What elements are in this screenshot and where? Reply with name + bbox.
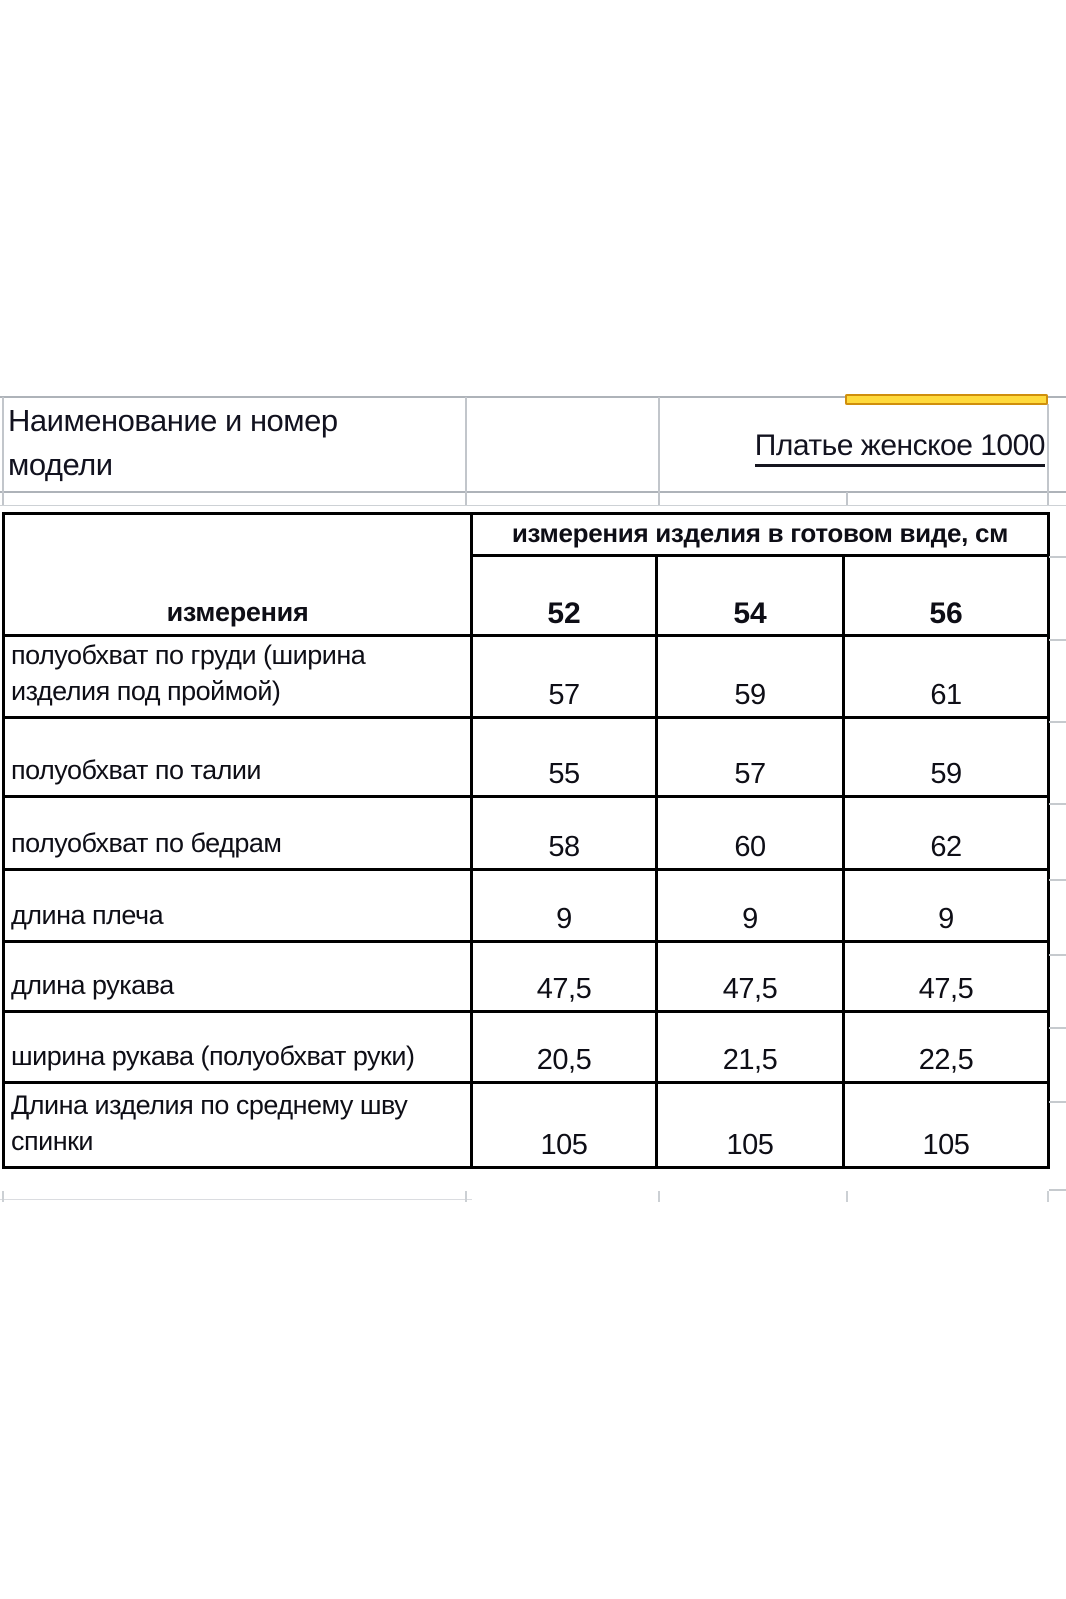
row-label: полуобхват по талии <box>2 716 473 798</box>
table-row: длина рукава 47,5 47,5 47,5 <box>2 940 1050 1013</box>
measure-column-header: измерения <box>2 512 473 637</box>
gridline <box>846 492 848 505</box>
gridline <box>465 397 467 505</box>
gridline <box>1049 954 1066 956</box>
cell-value: 60 <box>655 795 845 871</box>
gridline <box>465 1191 467 1202</box>
cell-value: 105 <box>842 1081 1050 1169</box>
cell-value: 9 <box>842 868 1050 943</box>
size-header: 54 <box>655 554 845 637</box>
cell-value: 22,5 <box>842 1010 1050 1084</box>
table-row: Длина изделия по среднему шву спинки 105… <box>2 1081 1050 1169</box>
group-header: измерения изделия в готовом виде, см <box>470 512 1050 557</box>
table-header-row: измерения измерения изделия в готовом ви… <box>2 512 1050 637</box>
gridline <box>1049 639 1066 641</box>
cell-value: 61 <box>842 634 1050 719</box>
row-label: полуобхват по бедрам <box>2 795 473 871</box>
size-header-row: 52 54 56 <box>4 554 1050 637</box>
gridline <box>0 491 1066 493</box>
row-label: ширина рукава (полуобхват руки) <box>2 1010 473 1084</box>
table-row: полуобхват по бедрам 58 60 62 <box>2 795 1050 871</box>
gridline <box>1049 1189 1066 1191</box>
table-row: полуобхват по груди (ширина изделия под … <box>2 634 1050 719</box>
cell-value: 57 <box>470 634 658 719</box>
row-label: длина плеча <box>2 868 473 943</box>
gridline <box>1049 1101 1066 1103</box>
gridline <box>1049 879 1066 881</box>
cell-value: 59 <box>842 716 1050 798</box>
row-label: длина рукава <box>2 940 473 1013</box>
cell-value: 47,5 <box>842 940 1050 1013</box>
cell-value: 57 <box>655 716 845 798</box>
cell-value: 59 <box>655 634 845 719</box>
table-row: длина плеча 9 9 9 <box>2 868 1050 943</box>
cell-value: 9 <box>655 868 845 943</box>
row-label: полуобхват по груди (ширина изделия под … <box>2 634 473 719</box>
table-row: ширина рукава (полуобхват руки) 20,5 21,… <box>2 1010 1050 1084</box>
gridline <box>658 397 660 505</box>
gridline <box>2 397 4 505</box>
gridline <box>846 1191 848 1202</box>
cell-value: 47,5 <box>655 940 845 1013</box>
cell-value: 20,5 <box>470 1010 658 1084</box>
cell-value: 105 <box>655 1081 845 1169</box>
gridline <box>1049 1027 1066 1029</box>
gridline <box>2 1191 4 1202</box>
gridline <box>1049 803 1066 805</box>
gridline <box>658 1191 660 1202</box>
highlighted-cell-border <box>845 394 1048 405</box>
gridline <box>0 396 1066 398</box>
cell-value: 21,5 <box>655 1010 845 1084</box>
size-header: 52 <box>470 554 658 637</box>
gridline <box>1049 556 1066 558</box>
gridline <box>0 505 1066 506</box>
cell-value: 47,5 <box>470 940 658 1013</box>
gridline <box>1047 404 1049 505</box>
gridline <box>1047 1191 1049 1202</box>
model-name-label: Наименование и номер модели <box>8 403 338 482</box>
size-header: 56 <box>842 554 1050 637</box>
cell-value: 9 <box>470 868 658 943</box>
model-name-underlined-text: Платье женское 1000 <box>754 429 1046 467</box>
cell-value: 105 <box>470 1081 658 1169</box>
gridline <box>0 1199 472 1200</box>
size-chart-table: измерения измерения изделия в готовом ви… <box>2 512 1050 1169</box>
cell-value: 58 <box>470 795 658 871</box>
table-row: полуобхват по талии 55 57 59 <box>2 716 1050 798</box>
gridline <box>1049 721 1066 723</box>
cell-value: 62 <box>842 795 1050 871</box>
row-label: Длина изделия по среднему шву спинки <box>2 1081 473 1169</box>
model-name-value: Платье женское 1000 <box>600 429 1046 467</box>
cell-value: 55 <box>470 716 658 798</box>
